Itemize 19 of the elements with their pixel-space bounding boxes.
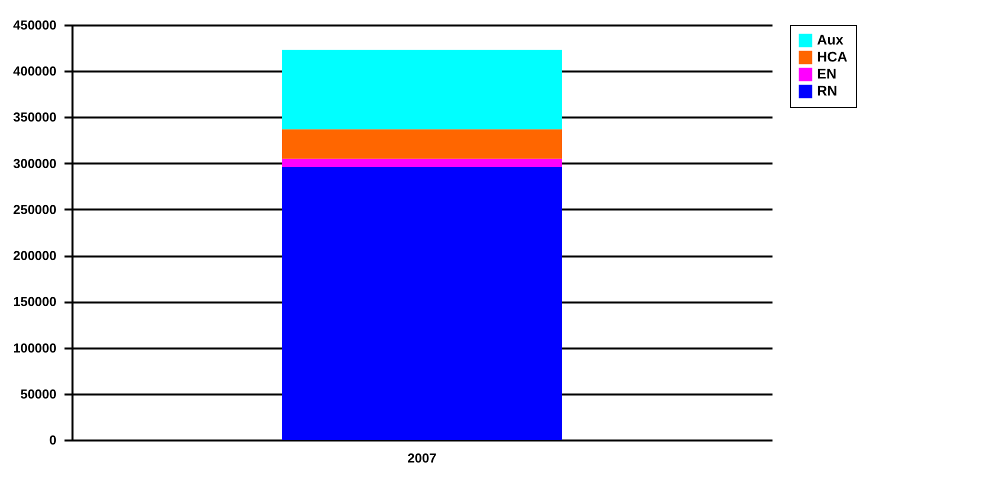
y-tick-label: 50000 [20, 386, 56, 402]
y-tick-label: 250000 [13, 202, 56, 217]
y-tick-label: 100000 [13, 340, 56, 356]
y-tick-label: 400000 [13, 64, 56, 79]
y-tick-label: 450000 [13, 18, 56, 32]
y-tick-label: 350000 [13, 110, 56, 125]
bar [282, 129, 562, 159]
x-tick-label: 2007 [408, 450, 436, 466]
legend-label: Aux [817, 32, 844, 48]
y-tick-label: 0 [49, 432, 56, 448]
y-tick-label: 300000 [13, 156, 56, 171]
bar [282, 158, 562, 168]
bar [282, 50, 562, 130]
y-tick-label: 150000 [13, 294, 56, 310]
y-tick-label: 200000 [13, 248, 56, 264]
bar [282, 167, 562, 440]
legend-label: HCA [817, 48, 848, 64]
legend-label: EN [817, 66, 836, 82]
legend-label: RN [817, 82, 838, 98]
